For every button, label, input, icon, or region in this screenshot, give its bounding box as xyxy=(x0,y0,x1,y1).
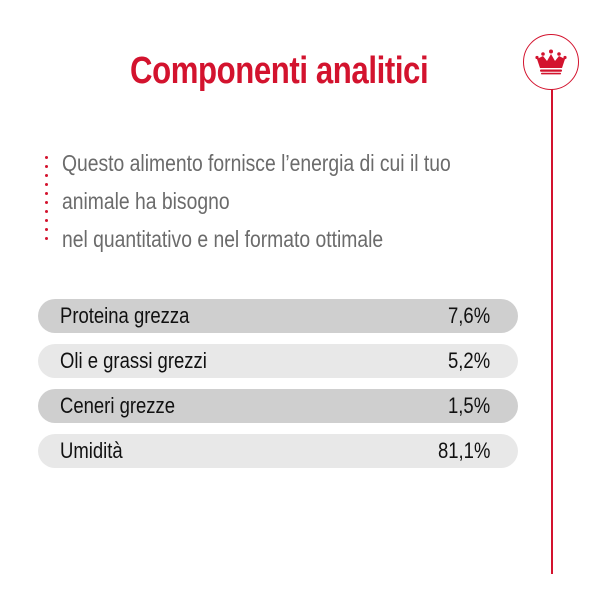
intro-line: nel quantitativo e nel formato ottimale xyxy=(62,226,384,252)
vertical-accent-line xyxy=(551,84,553,574)
row-label: Oli e grassi grezzi xyxy=(60,348,207,373)
table-row: Proteina grezza 7,6% xyxy=(38,299,518,333)
row-label: Umidità xyxy=(60,438,123,463)
divider-dot xyxy=(44,192,48,195)
crown-icon xyxy=(535,49,567,75)
row-label: Proteina grezza xyxy=(60,303,190,328)
divider-dot xyxy=(44,228,48,231)
dotted-divider xyxy=(44,156,48,240)
row-value: 5,2% xyxy=(447,348,490,373)
divider-dot xyxy=(44,219,48,222)
brand-logo-badge xyxy=(523,34,579,90)
divider-dot xyxy=(44,165,48,168)
divider-dot xyxy=(44,210,48,213)
page-title: Componenti analitici xyxy=(130,50,429,92)
row-label: Ceneri grezze xyxy=(60,393,176,418)
table-row: Umidità 81,1% xyxy=(38,434,518,468)
intro-line: animale ha bisogno xyxy=(62,188,230,214)
divider-dot xyxy=(44,201,48,204)
table-row: Oli e grassi grezzi 5,2% xyxy=(38,344,518,378)
row-value: 81,1% xyxy=(437,438,490,463)
row-value: 7,6% xyxy=(447,303,490,328)
divider-dot xyxy=(44,183,48,186)
divider-dot xyxy=(44,156,48,159)
analytical-components-table: Proteina grezza 7,6% Oli e grassi grezzi… xyxy=(38,299,518,479)
divider-dot xyxy=(44,174,48,177)
table-row: Ceneri grezze 1,5% xyxy=(38,389,518,423)
intro-text: Questo alimento fornisce l’energia di cu… xyxy=(62,144,465,258)
intro-line: Questo alimento fornisce l’energia di cu… xyxy=(62,150,451,176)
row-value: 1,5% xyxy=(447,393,490,418)
divider-dot xyxy=(44,237,48,240)
